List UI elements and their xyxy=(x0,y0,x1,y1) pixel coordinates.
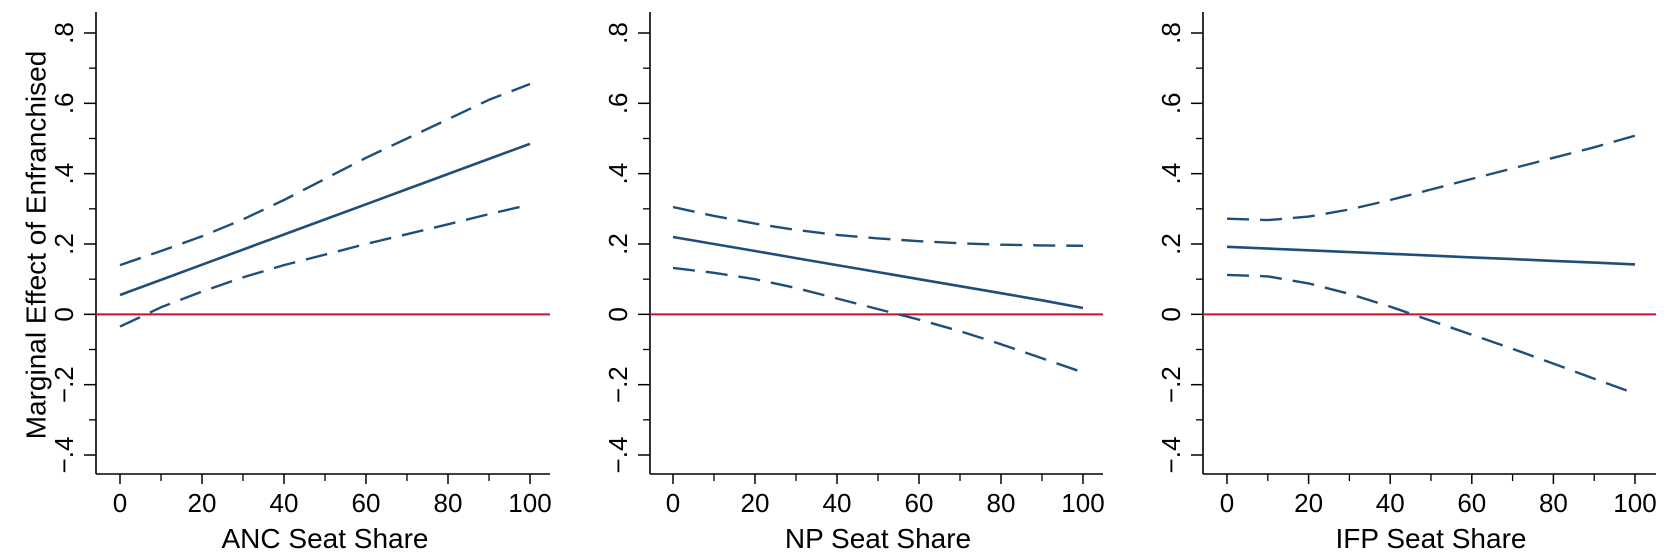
y-tick-label: −.2 xyxy=(603,366,633,403)
ci-upper-line xyxy=(672,205,1084,247)
y-tick-label: .6 xyxy=(1156,92,1186,114)
x-tick-label: 60 xyxy=(352,488,381,518)
y-axis-title: Marginal Effect of Enfranchised xyxy=(20,51,51,440)
y-tick-label: .8 xyxy=(603,22,633,44)
y-tick-label: −.4 xyxy=(49,437,79,474)
x-tick-label: 40 xyxy=(1376,488,1405,518)
estimate-line xyxy=(1226,245,1636,266)
estimate-line xyxy=(119,142,531,297)
x-tick-label: 0 xyxy=(1220,488,1234,518)
y-tick-label: 0 xyxy=(1156,307,1186,321)
x-tick-label: 80 xyxy=(987,488,1016,518)
ci-upper-line xyxy=(119,82,531,267)
x-tick-label: 80 xyxy=(1539,488,1568,518)
panel-2: −.4 −.2 0 .2 .4 .6 .8 0 20 40 60 80 100 NP Seat Share xyxy=(603,12,1105,554)
x-tick-label: 40 xyxy=(823,488,852,518)
y-tick-label: .4 xyxy=(49,163,79,185)
x-tick-label: 80 xyxy=(434,488,463,518)
x-tick-label: 100 xyxy=(1061,488,1104,518)
x-tick-label: 60 xyxy=(1457,488,1486,518)
y-tick-label: 0 xyxy=(603,307,633,321)
y-tick-label: −.2 xyxy=(1156,366,1186,403)
panels: −.4 −.2 0 .2 .4 .6 .8 0 20 40 60 80 100 ANC Seat Shar… xyxy=(49,12,1657,554)
x-axis-title: IFP Seat Share xyxy=(1336,523,1527,554)
x-tick-label: 0 xyxy=(113,488,127,518)
y-tick-label: .6 xyxy=(49,92,79,114)
x-tick-label: 100 xyxy=(508,488,551,518)
x-tick-label: 0 xyxy=(666,488,680,518)
y-tick-label: .2 xyxy=(1156,233,1186,255)
panel-3: −.4 −.2 0 .2 .4 .6 .8 0 20 40 60 80 100 IFP Seat Shar… xyxy=(1156,12,1657,554)
x-tick-label: 20 xyxy=(1294,488,1323,518)
y-tick-label: −.4 xyxy=(603,437,633,474)
y-tick-label: .2 xyxy=(49,233,79,255)
y-tick-label: .6 xyxy=(603,92,633,114)
y-tick-label: .4 xyxy=(603,163,633,185)
y-tick-label: .4 xyxy=(1156,163,1186,185)
ci-lower-line xyxy=(119,203,531,328)
y-tick-label: .2 xyxy=(603,233,633,255)
x-tick-label: 40 xyxy=(270,488,299,518)
x-tick-label: 20 xyxy=(741,488,770,518)
ci-lower-line xyxy=(672,266,1084,374)
x-tick-label: 100 xyxy=(1613,488,1656,518)
panel-1: −.4 −.2 0 .2 .4 .6 .8 0 20 40 60 80 100 ANC Seat Shar… xyxy=(49,12,552,554)
x-tick-label: 20 xyxy=(188,488,217,518)
y-tick-label: −.4 xyxy=(1156,437,1186,474)
estimate-line xyxy=(672,235,1084,310)
y-tick-label: .8 xyxy=(1156,22,1186,44)
x-axis-title: ANC Seat Share xyxy=(222,523,429,554)
x-axis-title: NP Seat Share xyxy=(785,523,971,554)
x-tick-label: 60 xyxy=(905,488,934,518)
ci-lower-line xyxy=(1226,273,1636,395)
y-tick-label: .8 xyxy=(49,22,79,44)
y-tick-label: −.2 xyxy=(49,366,79,403)
ci-upper-line xyxy=(1226,134,1636,222)
y-tick-label: 0 xyxy=(49,307,79,321)
